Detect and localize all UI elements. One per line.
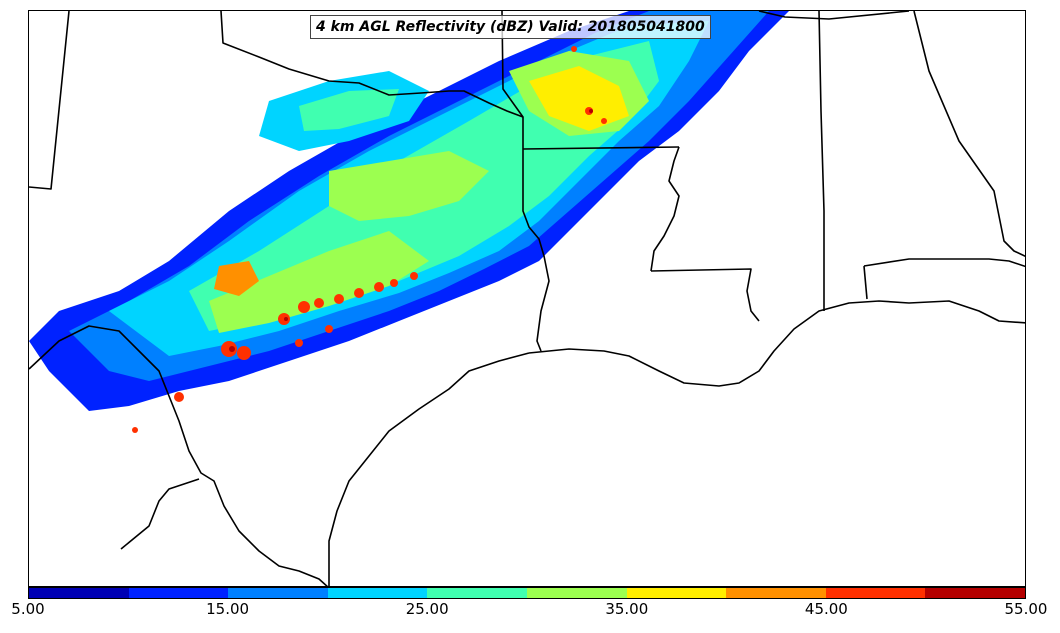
colorbar-segment [29, 588, 129, 598]
colorbar-tick-label: 35.00 [605, 600, 649, 618]
colorbar-segment [526, 588, 627, 598]
colorbar-segment [327, 588, 428, 598]
colorbar-tick-label: 25.00 [405, 600, 449, 618]
colorbar-segment [128, 588, 229, 598]
colorbar-tick-label: 5.00 [11, 600, 45, 618]
reflectivity-field [29, 11, 789, 433]
colorbar-segment [726, 588, 826, 598]
colorbar-segment [626, 588, 727, 598]
boundary-lines [29, 11, 1025, 586]
colorbar-tick-label: 45.00 [804, 600, 848, 618]
colorbar-segment [228, 588, 328, 598]
colorbar-segment [427, 588, 527, 598]
reflectivity-map [29, 11, 1025, 586]
colorbar-tick-label: 15.00 [206, 600, 250, 618]
map-panel [28, 10, 1026, 587]
colorbar-segment [825, 588, 926, 598]
colorbar [28, 587, 1026, 599]
map-title: 4 km AGL Reflectivity (dBZ) Valid: 20180… [310, 15, 711, 39]
colorbar-segment [925, 588, 1025, 598]
colorbar-tick-label: 55.00 [1004, 600, 1048, 618]
